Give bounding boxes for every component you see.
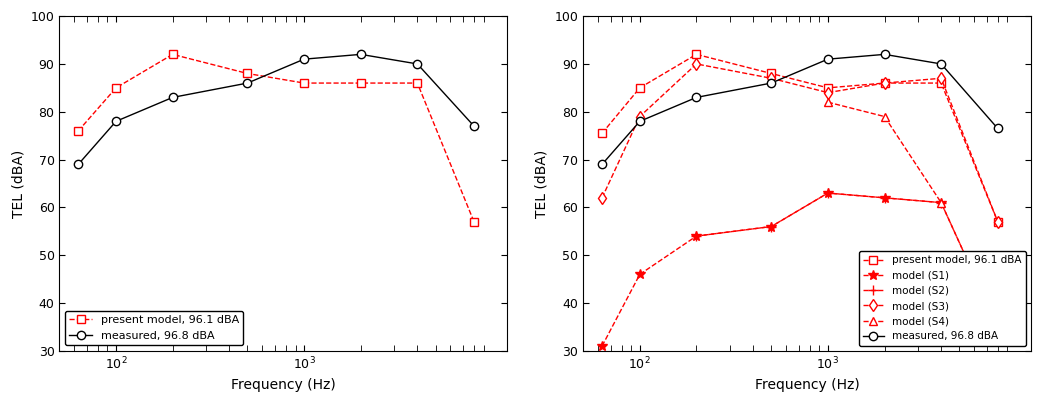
present model, 96.1 dBA	[878, 81, 891, 85]
present model, 96.1 dBA	[298, 81, 311, 85]
measured, 96.8 dBA	[992, 126, 1004, 131]
measured, 96.8 dBA	[412, 62, 424, 66]
model (S3)	[992, 219, 1004, 224]
measured, 96.8 dBA	[690, 95, 702, 100]
model (S3)	[765, 76, 777, 81]
present model, 96.1 dBA	[596, 131, 609, 136]
model (S1)	[596, 344, 609, 349]
model (S3)	[690, 62, 702, 66]
model (S3)	[935, 76, 947, 81]
model (S3)	[596, 195, 609, 200]
present model, 96.1 dBA	[992, 219, 1004, 224]
Legend: present model, 96.1 dBA, model (S1), model (S2), model (S3), model (S4), measure: present model, 96.1 dBA, model (S1), mod…	[859, 251, 1025, 346]
measured, 96.8 dBA	[298, 57, 311, 62]
model (S4)	[935, 200, 947, 205]
present model, 96.1 dBA	[354, 81, 367, 85]
model (S2)	[878, 195, 891, 200]
model (S3)	[822, 90, 835, 95]
Line: model (S1): model (S1)	[597, 188, 1002, 351]
present model, 96.1 dBA	[72, 129, 84, 133]
measured, 96.8 dBA	[878, 52, 891, 57]
model (S2)	[992, 324, 1004, 329]
Line: model (S2): model (S2)	[692, 188, 1002, 332]
model (S3)	[634, 114, 646, 119]
measured, 96.8 dBA	[167, 95, 179, 100]
present model, 96.1 dBA	[765, 71, 777, 76]
measured, 96.8 dBA	[468, 124, 480, 129]
present model, 96.1 dBA	[412, 81, 424, 85]
Line: model (S3): model (S3)	[598, 60, 1002, 226]
model (S2)	[935, 200, 947, 205]
model (S2)	[765, 224, 777, 229]
present model, 96.1 dBA	[468, 219, 480, 224]
model (S3)	[878, 81, 891, 85]
model (S2)	[690, 234, 702, 239]
measured, 96.8 dBA	[354, 52, 367, 57]
present model, 96.1 dBA	[690, 52, 702, 57]
measured, 96.8 dBA	[634, 119, 646, 124]
model (S4)	[822, 100, 835, 105]
measured, 96.8 dBA	[596, 162, 609, 167]
model (S1)	[878, 195, 891, 200]
model (S2)	[822, 191, 835, 195]
measured, 96.8 dBA	[935, 62, 947, 66]
model (S1)	[935, 200, 947, 205]
present model, 96.1 dBA	[822, 85, 835, 90]
present model, 96.1 dBA	[242, 71, 254, 76]
Line: model (S4): model (S4)	[824, 98, 945, 207]
present model, 96.1 dBA	[935, 81, 947, 85]
Legend: present model, 96.1 dBA, measured, 96.8 dBA: present model, 96.1 dBA, measured, 96.8 …	[65, 311, 243, 345]
present model, 96.1 dBA	[167, 52, 179, 57]
Line: present model, 96.1 dBA: present model, 96.1 dBA	[598, 50, 1002, 226]
present model, 96.1 dBA	[634, 85, 646, 90]
model (S4)	[878, 114, 891, 119]
model (S1)	[992, 324, 1004, 329]
measured, 96.8 dBA	[765, 81, 777, 85]
Line: measured, 96.8 dBA: measured, 96.8 dBA	[598, 50, 1002, 168]
measured, 96.8 dBA	[242, 81, 254, 85]
model (S1)	[634, 272, 646, 277]
measured, 96.8 dBA	[109, 119, 122, 124]
model (S1)	[765, 224, 777, 229]
model (S1)	[690, 234, 702, 239]
X-axis label: Frequency (Hz): Frequency (Hz)	[754, 378, 860, 392]
Y-axis label: TEL (dBA): TEL (dBA)	[11, 150, 25, 218]
measured, 96.8 dBA	[822, 57, 835, 62]
measured, 96.8 dBA	[72, 162, 84, 167]
Line: present model, 96.1 dBA: present model, 96.1 dBA	[74, 50, 478, 226]
model (S1)	[822, 191, 835, 195]
Y-axis label: TEL (dBA): TEL (dBA)	[535, 150, 549, 218]
Line: measured, 96.8 dBA: measured, 96.8 dBA	[74, 50, 478, 168]
present model, 96.1 dBA	[109, 85, 122, 90]
X-axis label: Frequency (Hz): Frequency (Hz)	[231, 378, 336, 392]
